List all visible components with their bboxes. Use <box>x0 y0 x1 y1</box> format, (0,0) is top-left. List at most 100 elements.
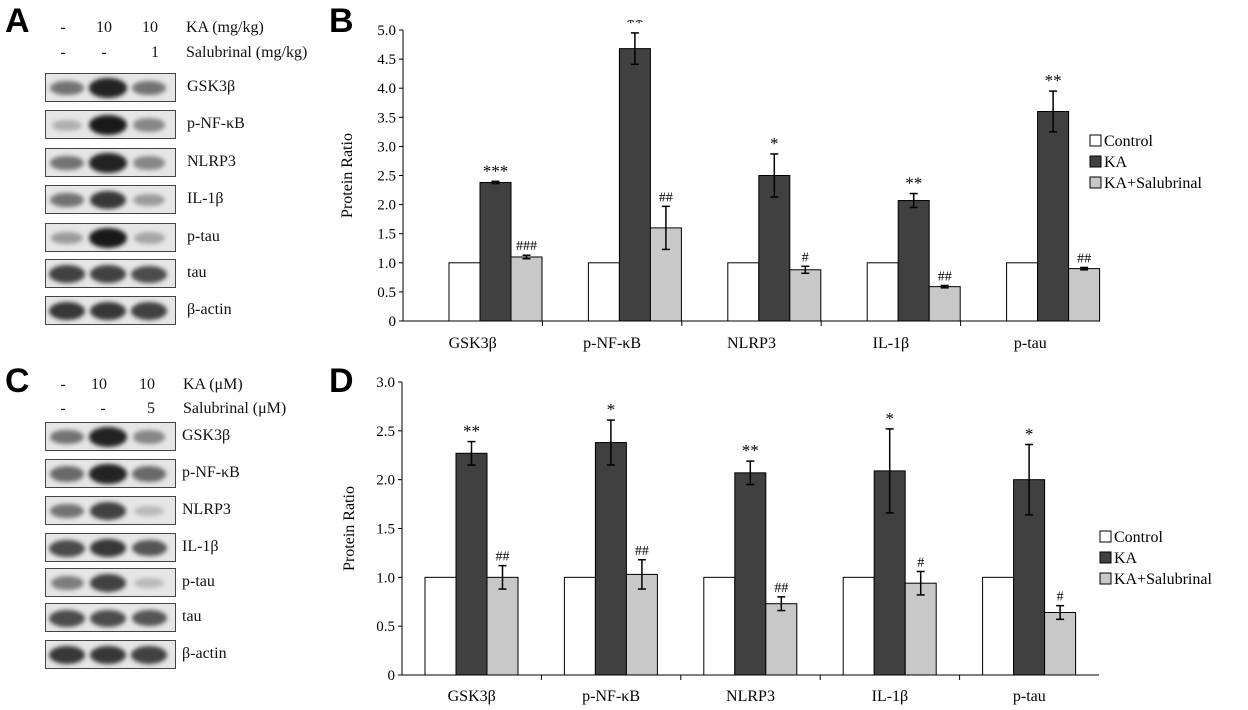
salubrinal-conc-lane-1: - <box>60 400 66 417</box>
significance-mark: * <box>770 134 779 153</box>
blot-band <box>48 301 86 321</box>
significance-mark: * <box>607 400 616 419</box>
blot-band <box>51 119 83 131</box>
blot-strip-il-1β <box>45 185 176 214</box>
y-tick-label: 1.0 <box>377 256 396 272</box>
bar-control-p-tau <box>1006 262 1039 322</box>
bar-ka-p-tau <box>1037 110 1070 322</box>
x-tick-label: NLRP3 <box>727 335 776 352</box>
blot-label-gsk3β: GSK3β <box>182 427 231 444</box>
blot-label-il-1β: IL-1β <box>182 538 219 555</box>
y-tick-label: 5.0 <box>377 23 396 39</box>
bar-control-p-tau <box>982 576 1015 676</box>
blot-band <box>133 193 165 207</box>
blot-band <box>89 153 127 173</box>
blot-band <box>51 231 83 245</box>
blot-band <box>131 302 167 320</box>
blot-band <box>131 539 167 557</box>
y-tick-label: 0.5 <box>376 619 395 635</box>
bar-chart-b: 0 0.5 1.0 1.5 2.0 2.5 3.0 3.5 4.0 4.5 5.0 Protein R… <box>339 20 1202 352</box>
blot-label-p-nf-κb: p-NF-κB <box>182 464 240 481</box>
blot-band <box>131 609 167 627</box>
y-tick-label: 4.0 <box>377 81 396 97</box>
bar-ka-salubrinal-p-tau <box>1044 611 1077 676</box>
significance-mark: # <box>1057 590 1064 605</box>
significance-mark: *** <box>483 161 509 180</box>
legend-label-ka-salubrinal: KA+Salubrinal <box>1114 571 1212 588</box>
bar-control-gsk3β <box>448 262 481 322</box>
legend-swatch-ka <box>1099 551 1112 564</box>
blot-strip-p-tau <box>45 568 176 597</box>
blot-band <box>90 265 126 283</box>
bar-control-nlrp3 <box>703 576 736 676</box>
panel-label-a: A <box>5 2 30 40</box>
blot-band <box>50 429 84 445</box>
blot-band <box>132 118 166 132</box>
blot-label-p-tau: p-tau <box>187 228 220 245</box>
bar-control-il-1β <box>842 576 875 676</box>
salubrinal-dose-lane-1: - <box>60 44 66 61</box>
x-tick-label: p-NF-κB <box>582 688 640 705</box>
salubrinal-conc-lane-3: 5 <box>147 400 155 417</box>
blot-strip-nlrp3 <box>45 496 176 525</box>
blot-label-p-nf-κb: p-NF-κB <box>187 115 245 132</box>
y-tick-label: 4.5 <box>377 52 396 68</box>
blot-band <box>89 538 127 558</box>
blot-band <box>89 190 127 210</box>
blot-band <box>89 645 127 665</box>
blot-strip-p-nf-κb <box>45 459 176 488</box>
significance-mark: ## <box>1077 251 1091 266</box>
blot-band <box>89 228 127 248</box>
blot-strip-β-actin <box>45 296 176 325</box>
significance-mark: ** <box>905 174 922 193</box>
blot-band <box>89 301 127 321</box>
blot-band <box>132 466 166 482</box>
blot-band <box>50 466 84 482</box>
x-tick-label: p-tau <box>1013 688 1046 705</box>
bar-control-il-1β <box>866 262 899 322</box>
blot-band <box>133 232 165 244</box>
y-tick-label: 2.5 <box>377 169 396 185</box>
x-tick-label: IL-1β <box>873 335 910 352</box>
blot-band <box>90 574 126 592</box>
significance-mark: ** <box>463 422 480 441</box>
ka-conc-lane-2: 10 <box>91 376 107 393</box>
blot-band <box>50 155 84 171</box>
y-tick-label: 2.0 <box>377 198 396 214</box>
y-axis-label: Protein Ratio <box>339 133 356 218</box>
significance-mark: ## <box>496 550 510 565</box>
bar-ka-p-nf-κb <box>618 48 651 322</box>
blot-label-tau: tau <box>187 264 207 281</box>
y-tick-label: 0.5 <box>377 285 396 301</box>
bar-ka-nlrp3 <box>734 472 767 676</box>
bar-ka-gsk3β <box>455 452 488 676</box>
significance-mark: ## <box>635 544 649 559</box>
y-tick-label: 3.5 <box>377 110 396 126</box>
x-tick-label: GSK3β <box>448 688 496 705</box>
y-tick-label: 0 <box>388 668 396 684</box>
y-tick-label: 3.0 <box>376 375 395 391</box>
blot-label-gsk3β: GSK3β <box>187 78 236 95</box>
x-tick-label: IL-1β <box>872 688 909 705</box>
bar-ka-salubrinal-nlrp3 <box>789 269 822 322</box>
y-tick-label: 1.5 <box>376 522 395 538</box>
bar-ka-salubrinal-p-tau <box>1068 268 1101 322</box>
legend-label-ka-salubrinal: KA+Salubrinal <box>1104 175 1202 192</box>
blot-label-tau: tau <box>182 608 202 625</box>
blot-band <box>48 645 86 665</box>
bar-control-gsk3β <box>424 576 457 676</box>
blot-label-nlrp3: NLRP3 <box>182 501 231 518</box>
significance-mark: * <box>885 409 894 428</box>
bar-control-p-nf-κb <box>563 576 596 676</box>
blot-band <box>49 539 85 557</box>
blot-band <box>50 503 84 519</box>
ka-dose-lane-2: 10 <box>96 19 112 36</box>
blot-label-nlrp3: NLRP3 <box>187 153 236 170</box>
legend-swatch-ka-salubrinal <box>1099 572 1112 585</box>
bar-ka-salubrinal-gsk3β <box>486 576 519 676</box>
blot-strip-p-tau <box>45 223 176 252</box>
blot-band <box>89 464 127 484</box>
blot-band <box>49 265 85 283</box>
blot-label-β-actin: β-actin <box>182 645 227 662</box>
